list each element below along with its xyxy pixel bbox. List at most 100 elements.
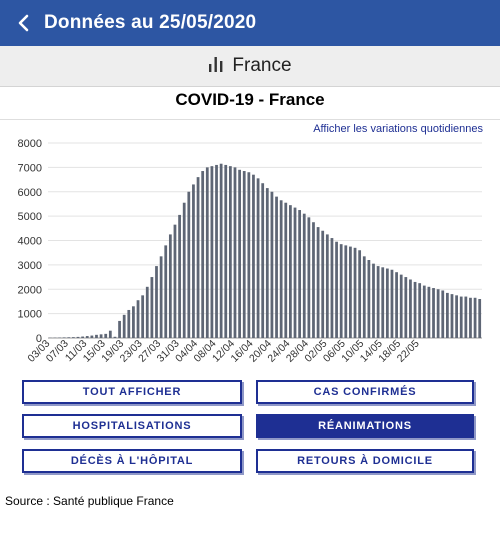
daily-variations-link[interactable]: Afficher les variations quotidiennes — [313, 123, 483, 135]
bar — [228, 166, 232, 338]
y-tick-label: 7000 — [18, 162, 42, 174]
bar — [395, 272, 398, 338]
bar — [385, 268, 389, 338]
bar — [118, 320, 121, 338]
region-selector[interactable]: France — [0, 46, 500, 87]
bar — [367, 260, 371, 338]
bar — [358, 250, 362, 338]
header-title: Données au 25/05/2020 — [44, 12, 257, 33]
bar — [104, 333, 108, 338]
bar — [173, 224, 177, 338]
bar — [99, 334, 103, 338]
bar — [201, 171, 205, 338]
bar — [330, 238, 334, 338]
bar — [81, 336, 85, 338]
bar — [436, 289, 440, 338]
y-tick-label: 5000 — [18, 211, 42, 223]
bar — [441, 290, 445, 338]
y-tick-label: 2000 — [18, 284, 42, 296]
bar — [256, 178, 260, 338]
bar — [62, 337, 66, 338]
bar — [464, 296, 468, 338]
divider — [0, 119, 500, 120]
bar — [159, 256, 163, 338]
bar — [450, 294, 454, 339]
bar — [67, 337, 71, 338]
y-tick-label: 8000 — [18, 138, 42, 150]
bar — [459, 296, 463, 338]
bar — [473, 297, 477, 338]
bar — [353, 247, 357, 338]
bar — [164, 245, 168, 339]
bar — [390, 269, 394, 338]
bar — [132, 306, 135, 338]
hospital-deaths-button[interactable]: DÉCÈS À L'HÔPITAL — [22, 449, 242, 473]
bar — [196, 177, 200, 339]
home-returns-button[interactable]: RETOURS À DOMICILE — [256, 449, 474, 473]
bar — [113, 336, 117, 338]
bar — [432, 288, 435, 338]
y-tick-label: 0 — [36, 333, 42, 345]
chart-title: COVID-19 - France — [175, 90, 325, 109]
bar — [270, 191, 274, 338]
bar — [141, 295, 145, 338]
confirmed-cases-button[interactable]: CAS CONFIRMÉS — [256, 380, 474, 404]
bar — [427, 286, 431, 338]
bar — [418, 283, 422, 338]
bar — [298, 210, 302, 338]
bar — [284, 202, 288, 338]
bar — [381, 267, 385, 338]
bar — [168, 234, 172, 338]
bar — [265, 188, 269, 338]
bar — [321, 230, 325, 338]
bar — [252, 174, 255, 338]
bar — [182, 202, 186, 338]
bar — [127, 309, 131, 338]
bar — [95, 334, 98, 338]
bar — [455, 295, 458, 338]
bar-chart-icon — [208, 55, 224, 78]
bar — [362, 256, 366, 338]
bar — [344, 245, 348, 339]
bar — [279, 200, 283, 338]
bar — [469, 297, 472, 338]
y-tick-label: 3000 — [18, 260, 42, 272]
bar — [261, 183, 265, 338]
bar — [187, 191, 191, 338]
bar — [90, 335, 94, 338]
bar — [233, 167, 237, 339]
bar — [293, 207, 297, 338]
header-bar: Données au 25/05/2020 — [0, 0, 500, 46]
show-all-button[interactable]: TOUT AFFICHER — [22, 380, 242, 404]
bar — [349, 246, 352, 338]
bar — [242, 171, 246, 338]
bar — [210, 166, 214, 338]
bar — [376, 266, 380, 338]
bar — [136, 300, 140, 338]
bar — [289, 205, 292, 338]
bar — [335, 241, 338, 338]
bar — [219, 163, 223, 338]
y-tick-label: 4000 — [18, 236, 42, 248]
bar — [316, 227, 320, 338]
bar — [325, 234, 329, 338]
bar — [178, 214, 181, 338]
reanimations-button[interactable]: RÉANIMATIONS — [256, 414, 474, 438]
bar — [238, 169, 241, 338]
bar — [409, 279, 412, 338]
bar — [413, 281, 417, 338]
bar — [302, 213, 306, 338]
bar — [247, 172, 251, 338]
bar — [192, 184, 195, 338]
bar — [224, 164, 228, 338]
region-label: France — [232, 55, 292, 76]
hospitalisations-button[interactable]: HOSPITALISATIONS — [22, 414, 242, 438]
bar — [122, 314, 126, 338]
bar-chart: 01000200030004000500060007000800003/0307… — [18, 138, 482, 365]
chevron-left-icon[interactable] — [8, 0, 38, 46]
bar — [307, 217, 311, 338]
bar — [422, 285, 426, 338]
bar — [76, 336, 80, 338]
bar — [275, 196, 278, 339]
bar — [72, 337, 75, 338]
